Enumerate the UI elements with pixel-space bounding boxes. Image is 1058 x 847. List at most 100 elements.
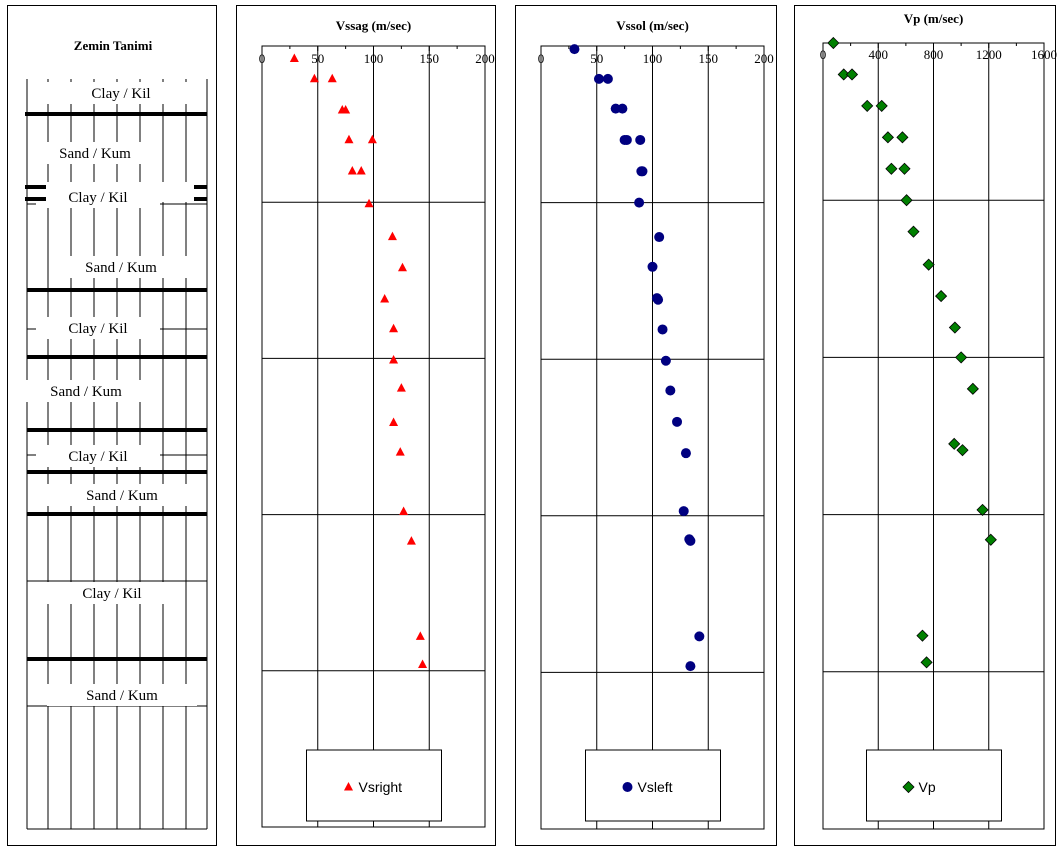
soil-layer-label: Clay / Kil: [68, 190, 127, 206]
data-point: [845, 68, 859, 81]
data-point: [898, 162, 911, 175]
soil-column-panel: Zemin Tanimi Clay / Kil Sand / Kum Clay / K…: [7, 5, 217, 846]
data-point: [653, 294, 664, 305]
soil-layer-label-bg: [46, 82, 196, 104]
data-point: [647, 261, 658, 272]
data-point: [875, 99, 888, 112]
vssol-chart-panel: Vssol (m/sec) 0 50 100 150 200 Vsleft: [515, 5, 777, 846]
data-point: [861, 99, 874, 112]
legend-label: Vsleft: [638, 779, 673, 795]
vssag-chart-panel: Vssag (m/sec) 0 50 100 150 200 Vsright: [236, 5, 496, 846]
data-point: [415, 631, 425, 640]
data-point: [406, 536, 416, 545]
legend-marker: [622, 782, 633, 792]
data-point: [660, 355, 671, 366]
data-point: [593, 73, 604, 84]
data-point: [685, 661, 696, 672]
data-point: [396, 383, 406, 392]
soil-layer-label: Sand / Kum: [86, 488, 158, 504]
data-point: [672, 416, 683, 427]
data-point: [680, 448, 691, 459]
soil-layer-label: Sand / Kum: [85, 260, 157, 276]
data-point: [837, 68, 850, 81]
data-point: [948, 321, 961, 334]
data-point: [344, 134, 354, 144]
chart-title: Vssol (m/sec): [616, 18, 689, 33]
soil-layer-label-bg: [36, 445, 160, 467]
data-point: [289, 53, 299, 62]
data-point: [569, 44, 580, 55]
data-point: [896, 131, 909, 144]
data-point: [389, 417, 399, 426]
data-point: [948, 437, 961, 450]
data-point: [399, 506, 409, 515]
data-point: [966, 382, 979, 395]
soil-layer-label: Sand / Kum: [86, 688, 158, 704]
soil-layer-label: Clay / Kil: [91, 86, 150, 102]
data-point: [922, 258, 935, 271]
data-point: [827, 36, 840, 50]
data-point: [621, 134, 632, 145]
data-point: [657, 324, 668, 335]
legend-box: [866, 749, 1002, 822]
soil-layer-label-bg: [47, 684, 197, 706]
soil-layer-label: Sand / Kum: [50, 384, 122, 400]
data-point: [602, 73, 613, 84]
legend-box: [585, 749, 721, 822]
soil-layer-label-bg: [45, 142, 145, 164]
chart-title: Vp (m/sec): [904, 11, 964, 26]
legend-marker: [344, 782, 353, 791]
data-point: [380, 294, 390, 303]
legend-label: Vsright: [359, 779, 403, 795]
data-point: [900, 194, 913, 207]
data-point: [678, 506, 689, 517]
data-point: [309, 73, 319, 83]
data-point: [885, 162, 898, 175]
soil-layer-label: Sand / Kum: [59, 146, 131, 162]
data-point: [916, 629, 929, 642]
data-point: [935, 290, 948, 303]
legend-marker: [902, 780, 915, 794]
data-point: [356, 165, 366, 175]
data-point: [395, 447, 405, 456]
data-point: [367, 134, 377, 144]
soil-layer-label-bg: [36, 317, 160, 339]
soil-layer-label: Clay / Kil: [68, 321, 127, 337]
data-point: [389, 323, 399, 333]
data-point: [976, 503, 989, 516]
soil-column-title: Zemin Tanimi: [74, 38, 153, 53]
data-point: [665, 385, 676, 396]
data-point: [418, 659, 428, 669]
soil-boundary-gap: [46, 182, 194, 202]
data-point: [389, 354, 399, 364]
soil-layer-label: Clay / Kil: [68, 449, 127, 465]
data-point: [956, 444, 969, 457]
data-point: [685, 535, 696, 546]
data-point: [617, 103, 628, 114]
data-point: [341, 105, 351, 114]
data-point: [327, 73, 337, 83]
data-point: [955, 351, 968, 364]
data-point: [635, 134, 646, 145]
data-point: [637, 166, 648, 177]
data-point: [907, 225, 920, 238]
data-point: [920, 656, 933, 669]
soil-layer-label: Clay / Kil: [82, 586, 141, 602]
data-point: [397, 262, 407, 272]
data-point: [634, 197, 645, 208]
data-point: [881, 131, 894, 144]
data-point: [694, 631, 705, 642]
soil-layer-label-bg: [26, 380, 146, 402]
soil-column-svg: Zemin Tanimi Clay / Kil Sand / Kum Clay / K…: [25, 38, 208, 830]
data-point: [364, 198, 374, 208]
chart-title: Vssag (m/sec): [336, 18, 411, 33]
data-point: [654, 232, 665, 243]
data-point: [347, 165, 357, 175]
soil-layer-label-bg: [47, 484, 197, 506]
vp-chart-panel: Vp (m/sec) 0 400 800 1200 1600 Vp: [794, 5, 1057, 846]
legend-box: [306, 749, 442, 822]
data-point: [984, 533, 997, 546]
